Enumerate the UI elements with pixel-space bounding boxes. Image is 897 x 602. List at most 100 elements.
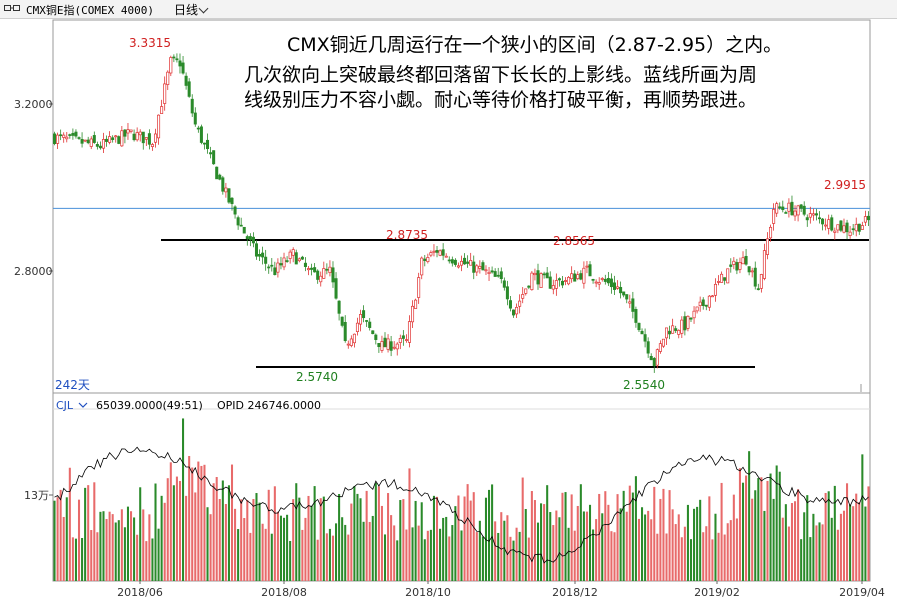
volume-bar xyxy=(246,500,249,581)
volume-bar xyxy=(585,511,588,581)
candle-body xyxy=(401,335,405,339)
volume-bar xyxy=(488,489,491,581)
candle-body xyxy=(524,288,528,294)
candle-body xyxy=(836,224,840,231)
candle-body xyxy=(423,258,427,261)
volume-bar xyxy=(227,485,230,581)
volume-bar xyxy=(301,529,304,581)
annotation-line-3: 线级别压力不容小觑。耐心等待价格打破平衡，再顺势跟进。 xyxy=(244,89,758,111)
candle-body xyxy=(686,315,690,329)
chart-link-icon[interactable] xyxy=(4,3,20,13)
volume-bar xyxy=(812,513,815,581)
candle-body xyxy=(371,330,375,335)
volume-bar xyxy=(282,517,286,581)
candle-body xyxy=(80,138,84,144)
candle-body xyxy=(95,144,99,147)
candle-body xyxy=(649,355,653,361)
volume-bar xyxy=(335,523,338,581)
candle-body xyxy=(261,252,265,258)
candle-body xyxy=(542,273,546,276)
candle-body xyxy=(59,134,63,137)
volume-bar xyxy=(693,508,696,581)
volume-bar xyxy=(133,517,136,581)
candle-body xyxy=(346,343,350,346)
candle-body xyxy=(196,127,200,130)
candle-body xyxy=(199,126,203,143)
volume-bar xyxy=(74,538,77,581)
candle-body xyxy=(206,139,210,150)
volume-bar xyxy=(836,529,839,581)
high-price-label: 2.9915 xyxy=(824,178,866,192)
candle-body xyxy=(573,273,577,282)
volume-bar xyxy=(218,498,221,581)
volume-bar xyxy=(644,514,647,581)
candle-body xyxy=(551,285,555,290)
candle-body xyxy=(282,257,286,268)
volume-bar xyxy=(267,489,270,581)
chevron-down-icon[interactable] xyxy=(78,402,88,408)
candle-body xyxy=(331,267,335,283)
candle-body xyxy=(89,138,93,147)
volume-bar xyxy=(659,498,662,581)
volume-bar xyxy=(506,515,509,581)
instrument-title[interactable]: CMX铜E指(COMEX 4000) xyxy=(26,4,154,17)
volume-bar xyxy=(353,486,356,581)
volume-bar xyxy=(429,529,432,581)
candle-body xyxy=(530,272,534,291)
candle-body xyxy=(772,209,776,224)
volume-bar xyxy=(191,467,194,581)
candle-body xyxy=(490,270,494,273)
period-selector[interactable]: 日线 xyxy=(174,3,199,17)
candle-body xyxy=(355,322,359,332)
candle-body xyxy=(218,174,222,180)
volume-bar xyxy=(741,482,745,581)
candle-body xyxy=(701,299,705,306)
candle-body xyxy=(646,341,650,354)
candle-body xyxy=(426,257,430,262)
volume-bar xyxy=(763,510,766,581)
volume-bar xyxy=(356,493,359,581)
candle-body xyxy=(732,260,736,265)
volume-bar xyxy=(215,477,218,581)
candle-body xyxy=(178,60,182,67)
volume-bar xyxy=(237,529,240,581)
candle-body xyxy=(459,260,464,266)
candle-body xyxy=(643,334,647,342)
candle-body xyxy=(322,268,326,279)
volume-bar xyxy=(90,530,93,581)
volume-bar xyxy=(726,523,729,581)
candle-body xyxy=(842,225,846,233)
candle-body xyxy=(668,330,672,335)
volume-bar xyxy=(729,520,732,581)
volume-bar xyxy=(224,504,227,581)
open-interest-line xyxy=(54,446,869,564)
candle-body xyxy=(469,260,473,266)
candle-body xyxy=(126,129,130,134)
volume-bar xyxy=(252,499,255,581)
candle-body xyxy=(512,309,516,316)
candle-body xyxy=(600,278,604,280)
volume-bar xyxy=(393,525,396,581)
candle-body xyxy=(435,250,439,253)
volume-bar xyxy=(674,524,677,581)
volume-bar xyxy=(579,484,582,581)
volume-bar xyxy=(656,533,659,581)
candle-body xyxy=(258,254,262,257)
candle-body xyxy=(597,282,601,285)
volume-y-tick-label: 13万 xyxy=(24,489,49,502)
candle-body xyxy=(738,262,742,270)
candle-body xyxy=(303,262,307,267)
candle-body xyxy=(726,268,730,284)
volume-bar xyxy=(582,511,585,581)
volume-bar xyxy=(249,532,252,581)
candle-body xyxy=(53,133,57,145)
candle-body xyxy=(398,338,402,343)
candle-body xyxy=(594,281,598,284)
candle-body xyxy=(695,306,699,312)
candle-body xyxy=(487,271,491,274)
low-price-label: 2.5740 xyxy=(296,370,338,384)
volume-bar xyxy=(815,525,818,581)
volume-bar xyxy=(641,507,644,581)
candle-body xyxy=(62,134,66,138)
